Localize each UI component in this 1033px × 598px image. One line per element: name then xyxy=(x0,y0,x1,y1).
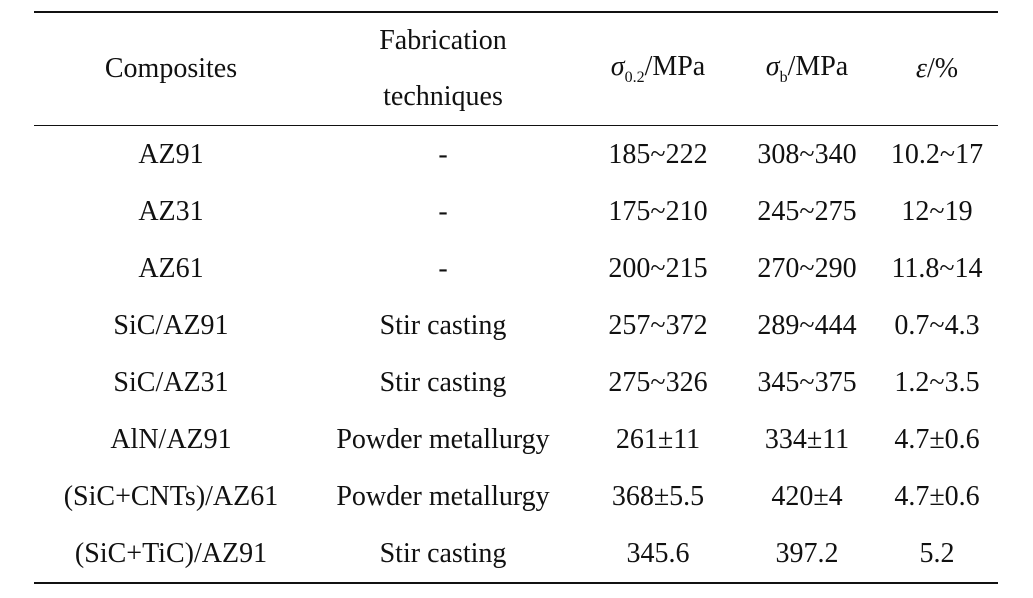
cell-yield: 185~222 xyxy=(608,139,708,170)
header-fabrication: Fabrication techniques xyxy=(308,12,578,126)
cell-technique: - xyxy=(438,253,448,284)
cell-elongation: 4.7±0.6 xyxy=(894,424,980,455)
cell-technique: Stir casting xyxy=(379,367,507,398)
cell-composite: AlN/AZ91 xyxy=(110,424,232,455)
header-fabrication-line1: Fabrication xyxy=(379,25,507,56)
cell-composite: (SiC+TiC)/AZ91 xyxy=(74,538,268,569)
header-elongation-unit: /% xyxy=(926,53,959,84)
header-yield-subscript: 0.2 xyxy=(624,69,645,86)
cell-tensile: 345~375 xyxy=(757,367,857,398)
table-row: AZ31 - 175~210 245~275 12~19 xyxy=(34,183,998,240)
cell-tensile: 270~290 xyxy=(757,253,857,284)
cell-tensile: 308~340 xyxy=(757,139,857,170)
cell-yield: 368±5.5 xyxy=(611,481,705,512)
header-composites-label: Composites xyxy=(104,53,238,84)
cell-tensile: 334±11 xyxy=(764,424,850,455)
cell-elongation: 0.7~4.3 xyxy=(894,310,980,341)
cell-composite: AZ31 xyxy=(138,196,204,227)
cell-elongation: 12~19 xyxy=(901,196,973,227)
cell-yield: 275~326 xyxy=(608,367,708,398)
cell-elongation: 1.2~3.5 xyxy=(894,367,980,398)
header-composites: Composites xyxy=(34,12,308,126)
table-row: SiC/AZ91 Stir casting 257~372 289~444 0.… xyxy=(34,297,998,354)
cell-yield: 200~215 xyxy=(608,253,708,284)
header-tensile-unit: /MPa xyxy=(787,51,849,82)
cell-composite: SiC/AZ31 xyxy=(113,367,229,398)
cell-elongation: 11.8~14 xyxy=(891,253,983,284)
header-tensile-subscript: b xyxy=(779,69,788,86)
cell-yield: 345.6 xyxy=(626,538,690,569)
header-yield-symbol: σ xyxy=(610,51,625,82)
table-body: AZ91 - 185~222 308~340 10.2~17 AZ31 - 17… xyxy=(34,126,998,583)
cell-technique: Stir casting xyxy=(379,310,507,341)
cell-elongation: 4.7±0.6 xyxy=(894,481,980,512)
header-elongation-symbol: ε xyxy=(915,53,927,84)
cell-composite: AZ91 xyxy=(138,139,204,170)
header-row: Composites Fabrication techniques σ0.2/M… xyxy=(34,12,998,126)
cell-yield: 257~372 xyxy=(608,310,708,341)
cell-tensile: 420±4 xyxy=(771,481,843,512)
cell-yield: 261±11 xyxy=(615,424,701,455)
cell-technique: Powder metallurgy xyxy=(336,424,550,455)
header-yield-unit: /MPa xyxy=(644,51,706,82)
table-header: Composites Fabrication techniques σ0.2/M… xyxy=(34,12,998,126)
cell-technique: - xyxy=(438,139,448,170)
cell-elongation: 10.2~17 xyxy=(890,139,984,170)
header-fabrication-line2: techniques xyxy=(383,81,503,112)
table-row: AZ91 - 185~222 308~340 10.2~17 xyxy=(34,126,998,184)
cell-technique: Powder metallurgy xyxy=(336,481,550,512)
cell-yield: 175~210 xyxy=(608,196,708,227)
cell-tensile: 289~444 xyxy=(757,310,857,341)
header-tensile-strength: σb/MPa xyxy=(738,12,876,126)
cell-technique: - xyxy=(438,196,448,227)
table-row: AZ61 - 200~215 270~290 11.8~14 xyxy=(34,240,998,297)
table-row: AlN/AZ91 Powder metallurgy 261±11 334±11… xyxy=(34,411,998,468)
cell-composite: AZ61 xyxy=(138,253,204,284)
cell-elongation: 5.2 xyxy=(919,538,955,569)
cell-tensile: 397.2 xyxy=(775,538,839,569)
cell-composite: SiC/AZ91 xyxy=(113,310,229,341)
header-yield-strength: σ0.2/MPa xyxy=(578,12,738,126)
cell-tensile: 245~275 xyxy=(757,196,857,227)
properties-table: Composites Fabrication techniques σ0.2/M… xyxy=(34,11,998,584)
properties-table-container: Composites Fabrication techniques σ0.2/M… xyxy=(34,11,998,584)
cell-composite: (SiC+CNTs)/AZ61 xyxy=(63,481,279,512)
header-tensile-symbol: σ xyxy=(765,51,780,82)
cell-technique: Stir casting xyxy=(379,538,507,569)
table-row: (SiC+CNTs)/AZ61 Powder metallurgy 368±5.… xyxy=(34,468,998,525)
table-row: SiC/AZ31 Stir casting 275~326 345~375 1.… xyxy=(34,354,998,411)
table-row: (SiC+TiC)/AZ91 Stir casting 345.6 397.2 … xyxy=(34,525,998,583)
header-elongation: ε/% xyxy=(876,12,998,126)
